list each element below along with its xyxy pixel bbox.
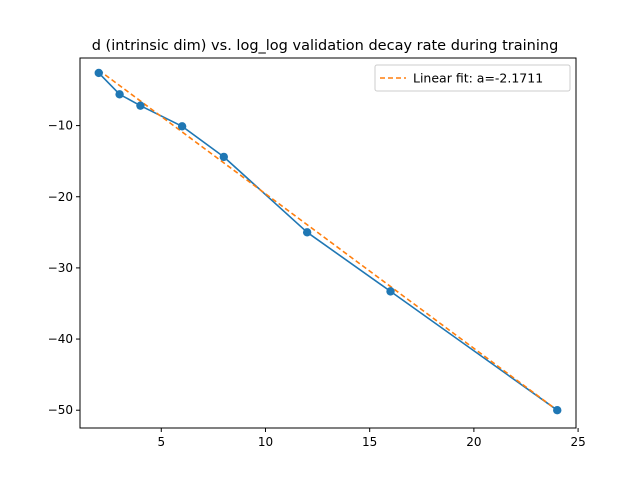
data-point (94, 68, 103, 78)
y-tick-label: −30 (48, 261, 73, 275)
y-tick-label: −20 (48, 190, 73, 204)
x-tick-label: 5 (157, 435, 165, 449)
x-tick-label: 10 (258, 435, 273, 449)
plot-area (94, 68, 562, 415)
y-tick-label: −40 (48, 332, 73, 346)
x-tick-label: 25 (570, 435, 585, 449)
data-point (553, 406, 562, 415)
legend-label-linear-fit: Linear fit: a=-2.1711 (413, 71, 543, 86)
data-point (302, 228, 312, 237)
y-tick-label: −10 (48, 119, 73, 133)
data-point (115, 90, 124, 99)
y-tick-label: −50 (48, 403, 73, 417)
data-point (136, 101, 145, 110)
chart-title: d (intrinsic dim) vs. log_log validation… (92, 38, 559, 54)
axes-frame (79, 57, 577, 429)
data-point (177, 122, 187, 131)
axes: 5 10 15 20 25 −10 −20 −30 −40 −50 (48, 119, 586, 449)
legend-box (374, 64, 571, 92)
x-tick-label: 15 (362, 435, 377, 449)
data-point (386, 287, 395, 296)
legend: Linear fit: a=-2.1711 (374, 64, 571, 92)
data-point (219, 152, 228, 162)
series-line-linear-fit (98, 69, 558, 411)
x-tick-label: 20 (466, 435, 481, 449)
